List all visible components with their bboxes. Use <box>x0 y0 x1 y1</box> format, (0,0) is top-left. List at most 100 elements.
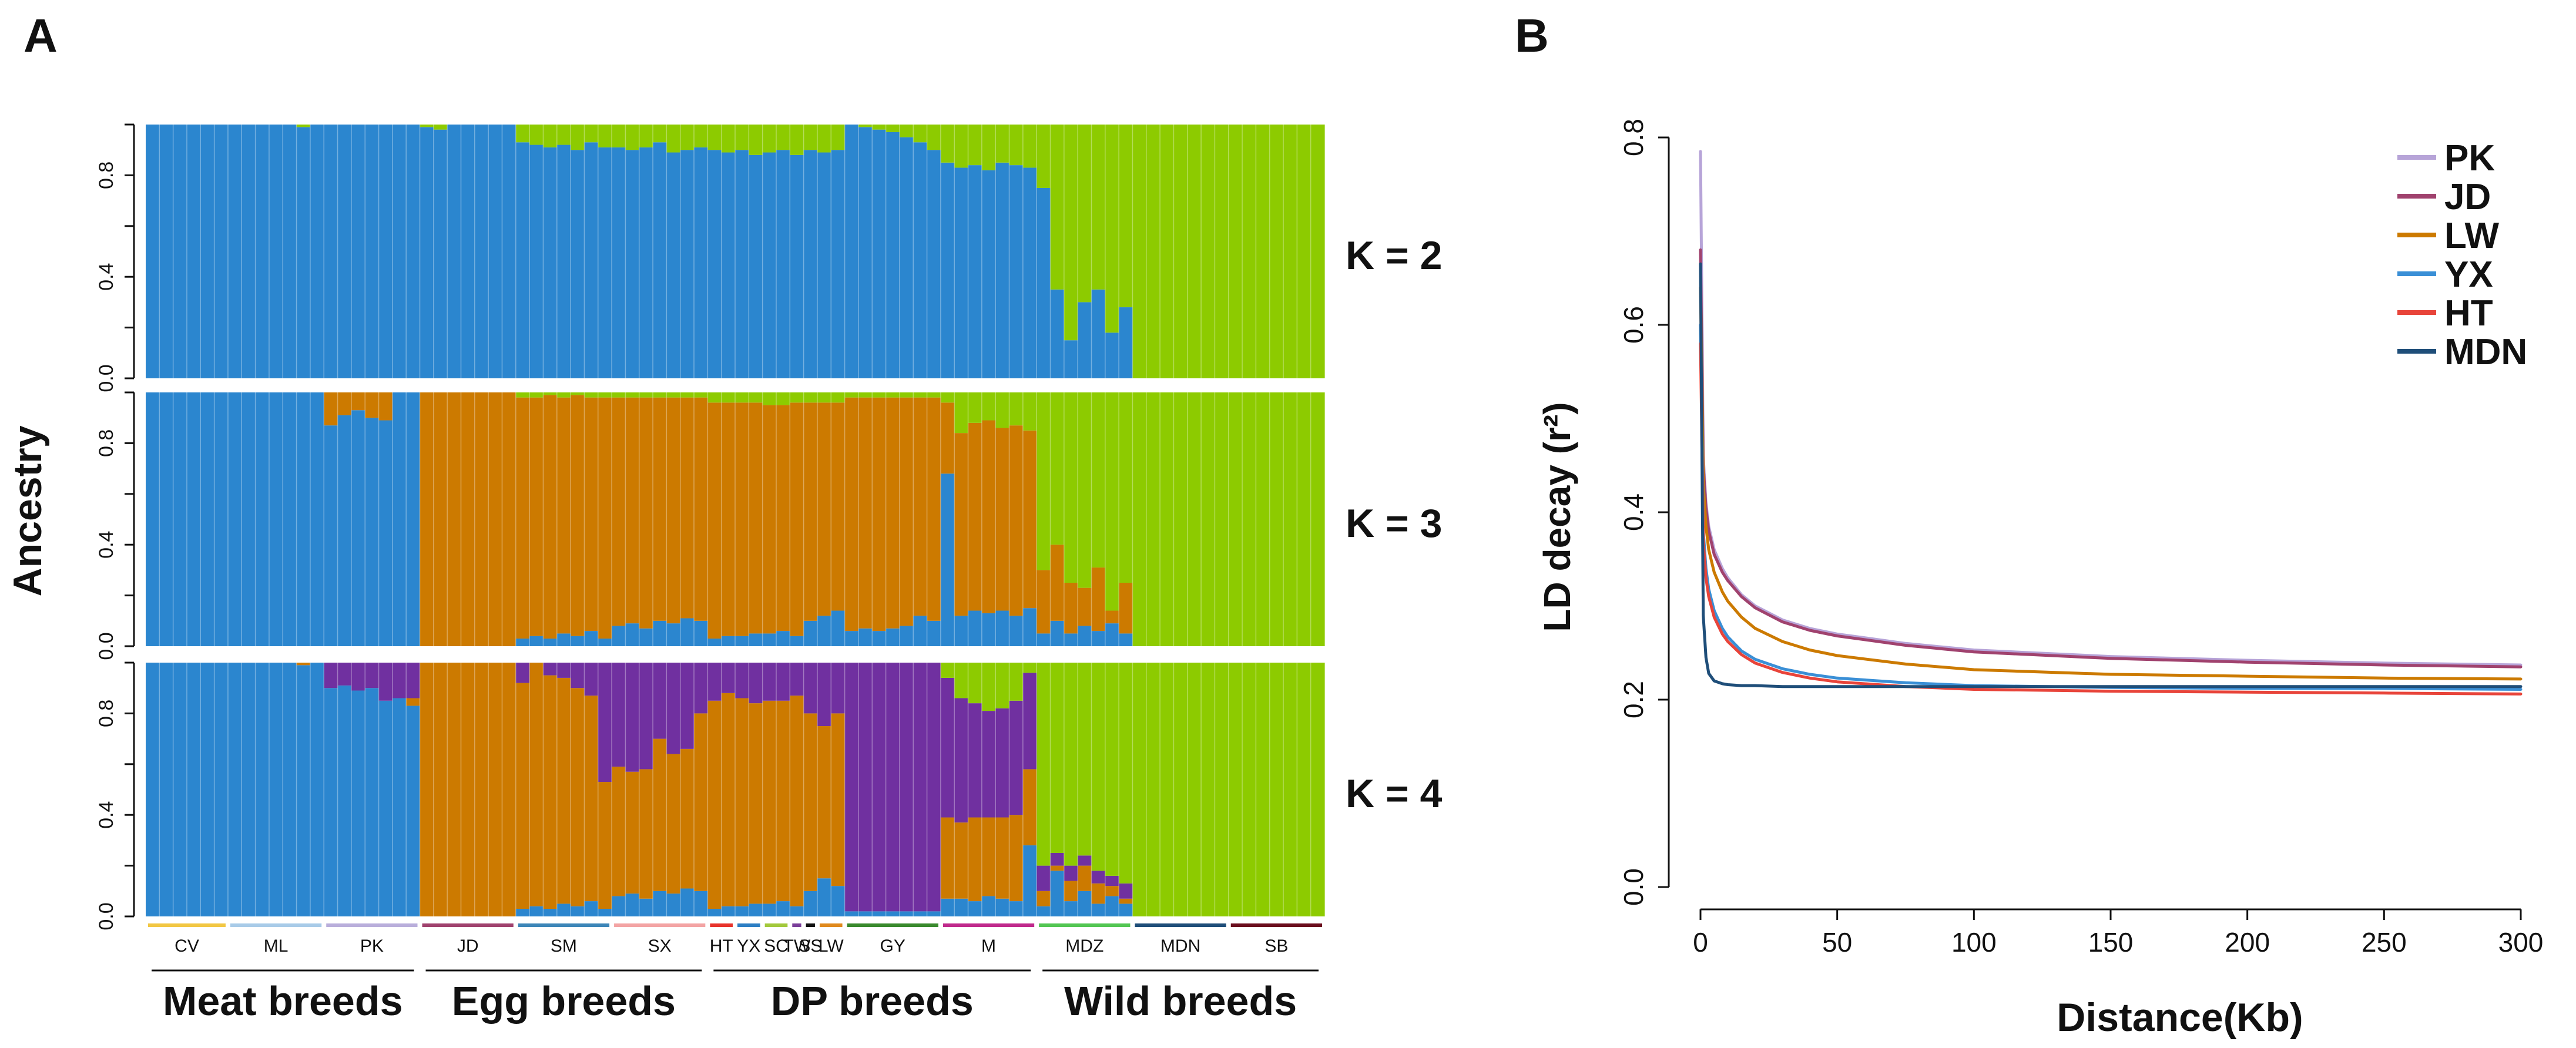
bar-segment-sx-purple <box>666 663 681 754</box>
bar-segment-mdz-green <box>1064 125 1078 341</box>
bar-segment-sx-green <box>666 392 681 398</box>
bar-segment-mdz-orange <box>1091 567 1106 632</box>
bar-segment-gy-purple <box>872 663 887 912</box>
bar-segment-gy-green <box>872 392 887 398</box>
bar-segment-sm-blue <box>529 906 544 916</box>
bar-segment-mdz-green <box>1050 663 1065 853</box>
bar-segment-sb-green <box>1228 392 1243 646</box>
bar-segment-mdn-green <box>1132 392 1147 646</box>
bar-segment-sm-blue <box>571 636 585 646</box>
bar-segment-sx-blue <box>694 147 708 378</box>
bar-segment-lw-purple <box>831 663 846 714</box>
bar-segment-ht-blue <box>707 909 722 916</box>
bar-segment-cv-blue <box>186 663 201 916</box>
bar-segment-mdz-green <box>1105 125 1119 333</box>
group-label-m: M <box>981 936 996 956</box>
bar-segment-mdz-blue <box>1064 340 1078 378</box>
bar-segment-pk-orange <box>365 392 380 418</box>
bar-segment-sc-green <box>762 392 777 405</box>
bar-segment-m-blue <box>968 901 982 916</box>
bar-segment-gy-blue <box>886 911 900 916</box>
bar-segment-gy-blue <box>899 137 914 378</box>
panel-b-ld-decay: B LD decay (r²) Distance(Kb) 0.00.20.40.… <box>1515 9 2543 1040</box>
bar-segment-tw-green <box>790 125 804 155</box>
bar-segment-m-green <box>968 392 982 423</box>
bar-segment-m-orange <box>981 420 996 613</box>
bar-segment-mdn-green <box>1187 392 1202 646</box>
bar-segment-mdn-green <box>1146 125 1160 378</box>
bar-segment-m-orange <box>995 817 1010 899</box>
bar-segment-ht-orange <box>707 700 722 909</box>
bar-segment-m-blue <box>995 898 1010 916</box>
bar-segment-sm-purple <box>556 663 571 678</box>
bar-segment-mdz-blue <box>1050 871 1065 916</box>
bar-segment-pk-purple <box>392 663 407 698</box>
bar-segment-ht-purple <box>721 663 736 693</box>
bar-segment-gy-green <box>913 392 928 398</box>
bar-segment-mdz-orange <box>1105 886 1119 896</box>
group-label-yx: YX <box>737 936 760 956</box>
bar-segment-mdz-orange <box>1078 587 1092 626</box>
bar-segment-ht-orange <box>721 693 736 906</box>
bar-segment-gy-green <box>899 392 914 398</box>
bar-segment-sx-orange <box>612 397 626 626</box>
structure-panel-k4: 0.0 0.4 0.8 K = 4 <box>95 661 1443 931</box>
bar-segment-mdz-green <box>1064 663 1078 866</box>
bar-segment-pk-blue <box>324 688 338 916</box>
bar-segment-m-blue <box>981 896 996 916</box>
bar-segment-sm-blue <box>598 639 612 646</box>
bar-segment-sb-green <box>1256 663 1270 916</box>
bar-segment-pk-orange <box>378 392 393 421</box>
bar-segment-m-orange <box>968 422 982 611</box>
bar-segment-mdz-orange <box>1037 570 1051 634</box>
bar-segment-pk-purple <box>365 663 380 688</box>
legend-label-ht: HT <box>2444 293 2493 334</box>
ld-x-tick-label: 100 <box>1951 927 1997 958</box>
bar-segment-gy-orange <box>872 397 887 632</box>
bar-segment-sm-blue <box>598 909 612 916</box>
bar-segment-m-purple <box>968 703 982 818</box>
bar-segment-ml-blue <box>255 392 270 646</box>
bar-segment-m-green <box>995 663 1010 708</box>
bar-segment-gy-green <box>872 125 887 130</box>
bar-segment-sm-blue <box>571 150 585 378</box>
bar-segment-sm-orange <box>529 397 544 636</box>
bar-segment-cv-blue <box>200 392 215 646</box>
bar-segment-sm-blue <box>543 147 558 378</box>
bar-segment-sb-green <box>1228 663 1243 916</box>
bar-segment-mdz-orange <box>1105 610 1119 624</box>
bar-segment-sm-green <box>571 125 585 150</box>
bar-segment-sm-green <box>571 392 585 395</box>
bar-segment-sm-orange <box>529 663 544 906</box>
bar-segment-pk-blue <box>392 392 407 646</box>
bar-segment-m-blue <box>1009 616 1024 646</box>
bar-segment-sm-green <box>584 125 599 143</box>
bar-segment-pk-blue <box>406 392 421 646</box>
bar-segment-mdn-green <box>1146 392 1160 646</box>
y-tick-label: 0.8 <box>95 700 118 727</box>
bar-segment-mdz-purple <box>1050 853 1065 866</box>
bar-segment-gy-green <box>886 392 900 398</box>
bar-segment-sc-green <box>776 392 790 405</box>
bar-segment-sb-green <box>1283 125 1297 378</box>
bar-segment-sm-blue <box>584 901 599 916</box>
bar-segment-mdz-green <box>1091 392 1106 568</box>
bar-segment-m-green <box>995 125 1010 163</box>
bar-segment-mdn-green <box>1201 125 1215 378</box>
bar-segment-pk-blue <box>324 125 338 378</box>
legend-label-lw: LW <box>2444 216 2499 256</box>
ld-x-tick-label: 250 <box>2362 927 2407 958</box>
bar-segment-lw-blue <box>817 616 831 646</box>
bar-segment-cv-blue <box>200 663 215 916</box>
bar-segment-pk-blue <box>351 410 365 646</box>
bar-segment-m-green <box>995 392 1010 428</box>
super-group-label-wild: Wild breeds <box>1064 978 1297 1024</box>
bar-segment-cv-blue <box>146 663 160 916</box>
bar-segment-sm-blue <box>543 639 558 646</box>
bar-segment-mdz-blue <box>1037 906 1051 916</box>
bar-segment-sx-green <box>653 392 667 398</box>
bar-segment-mdz-green <box>1091 125 1106 290</box>
bar-segment-cv-blue <box>186 392 201 646</box>
bar-segment-ml-blue <box>310 125 324 378</box>
